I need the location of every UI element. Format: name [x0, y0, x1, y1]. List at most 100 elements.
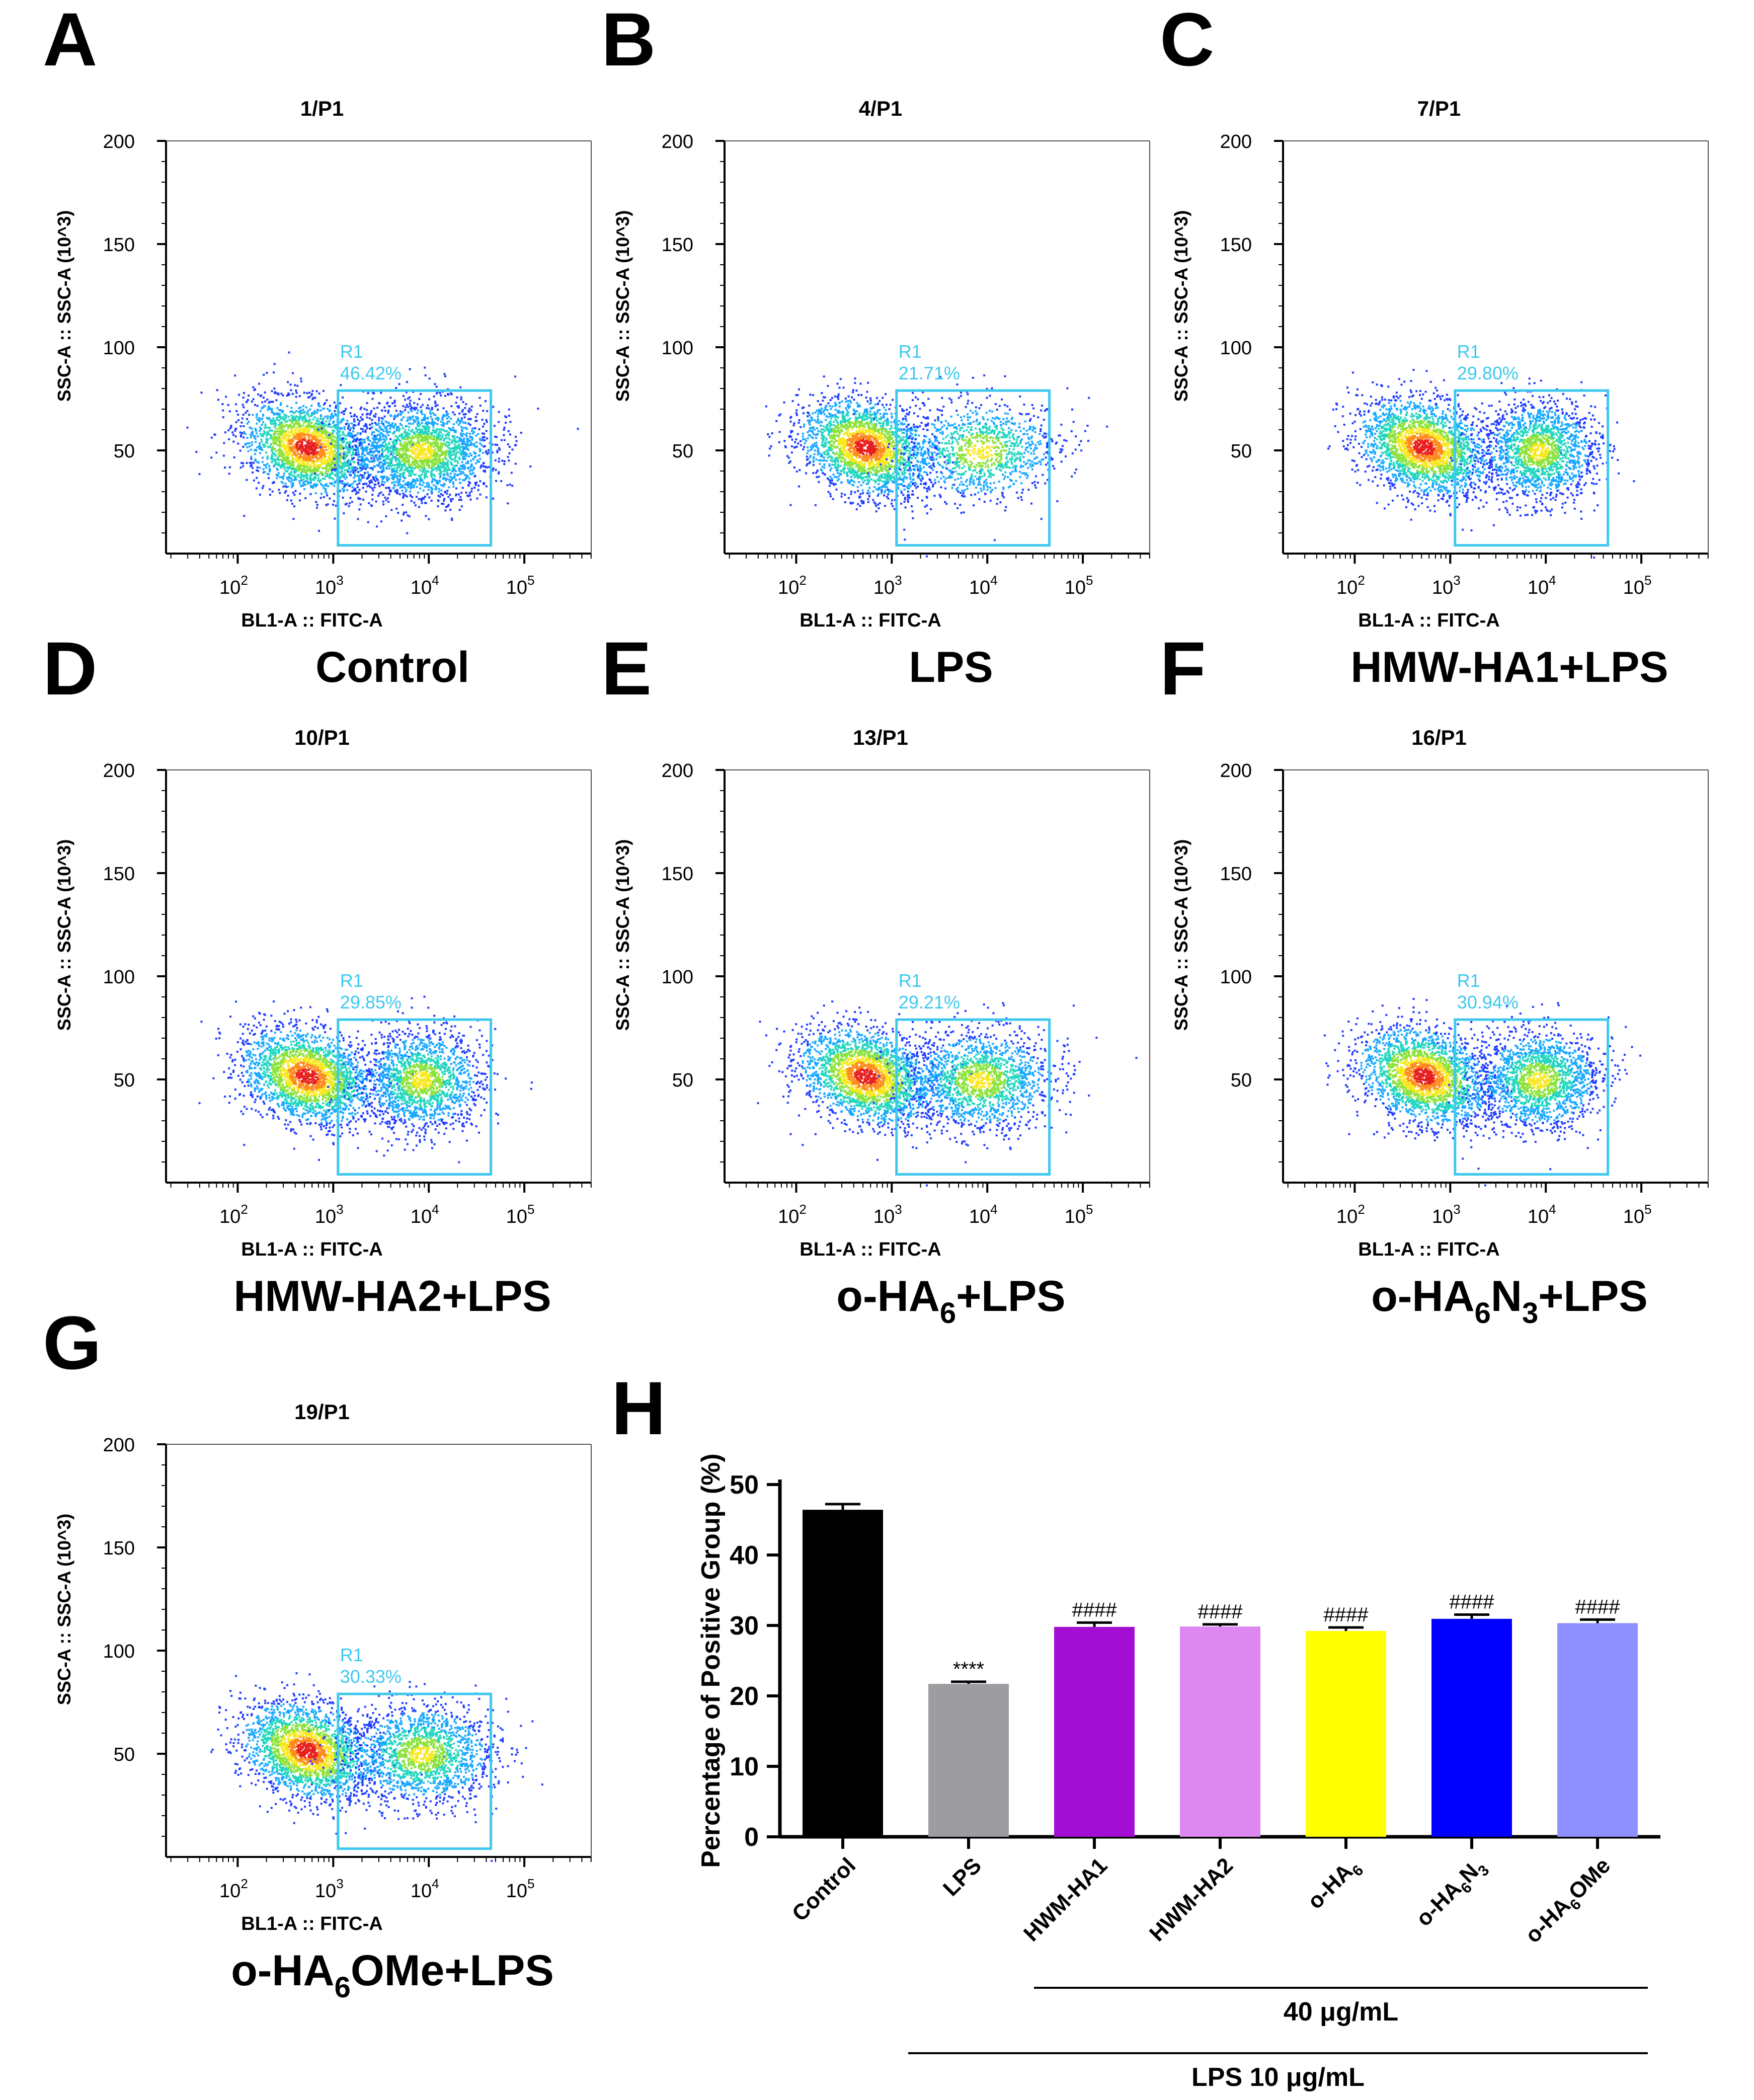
scatter-dot	[294, 384, 296, 386]
scatter-dot	[397, 436, 399, 438]
scatter-dot	[254, 453, 256, 455]
scatter-dot	[265, 424, 267, 426]
scatter-dot	[311, 448, 313, 450]
scatter-dot	[442, 434, 444, 436]
scatter-dot	[388, 468, 390, 470]
scatter-dot	[388, 443, 390, 445]
scatter-dot	[404, 460, 406, 462]
scatter-dot	[460, 499, 462, 501]
scatter-dot	[520, 432, 522, 434]
scatter-dot	[391, 477, 393, 479]
scatter-dot	[412, 423, 414, 425]
scatter-dot	[379, 403, 381, 405]
scatter-dot	[448, 433, 450, 435]
scatter-dot	[274, 442, 276, 444]
scatter-dot	[392, 426, 394, 428]
scatter-dot	[421, 502, 423, 504]
scatter-dot	[437, 499, 439, 501]
scatter-dot	[320, 414, 322, 416]
scatter-dot	[423, 482, 425, 484]
scatter-dot	[400, 413, 402, 415]
scatter-dot	[313, 431, 315, 433]
scatter-dot	[388, 424, 390, 426]
scatter-dot	[451, 519, 453, 521]
scatter-dot	[448, 444, 450, 446]
scatter-dot	[195, 451, 197, 453]
scatter-dot	[332, 432, 334, 434]
scatter-dot	[259, 448, 261, 450]
scatter-dot	[323, 426, 325, 428]
scatter-dot	[400, 440, 402, 442]
scatter-dot	[254, 404, 256, 406]
scatter-dot	[406, 381, 408, 383]
scatter-dot	[292, 433, 294, 435]
scatter-dot	[420, 411, 422, 413]
scatter-dot	[317, 432, 320, 434]
scatter-dot	[449, 457, 451, 459]
scatter-dot	[486, 419, 488, 421]
scatter-dot	[386, 462, 388, 464]
scatter-dot	[255, 450, 257, 452]
scatter-dot	[468, 411, 470, 413]
scatter-dot	[482, 432, 484, 434]
scatter-dot	[407, 514, 409, 516]
scatter-dot	[414, 444, 416, 446]
scatter-dot	[462, 451, 464, 453]
scatter-dot	[301, 452, 303, 454]
scatter-dot	[343, 413, 345, 415]
scatter-dot	[386, 446, 388, 448]
scatter-dot	[282, 437, 284, 439]
scatter-dot	[462, 479, 464, 481]
scatter-dot	[332, 429, 334, 431]
scatter-dot	[297, 461, 299, 463]
scatter-dot	[369, 440, 371, 442]
scatter-dot	[299, 444, 301, 446]
scatter-dot	[246, 418, 248, 420]
scatter-dot	[360, 503, 362, 505]
scatter-dot	[324, 452, 326, 454]
scatter-dot	[443, 415, 445, 417]
scatter-dot	[331, 466, 333, 468]
scatter-dot	[455, 454, 457, 456]
scatter-dot	[453, 423, 455, 425]
scatter-dot	[435, 486, 437, 488]
scatter-dot	[266, 437, 268, 439]
scatter-dot	[294, 490, 296, 492]
scatter-dot	[418, 498, 420, 500]
scatter-dot	[365, 423, 367, 425]
scatter-dot	[321, 473, 323, 475]
scatter-dot	[307, 461, 309, 463]
scatter-dot	[413, 441, 415, 443]
scatter-dot	[293, 419, 295, 421]
scatter-dot	[449, 429, 451, 431]
scatter-dot	[385, 421, 387, 423]
scatter-dot	[285, 430, 287, 432]
scatter-dot	[273, 464, 275, 466]
scatter-dot	[362, 431, 364, 433]
scatter-dot	[433, 436, 435, 438]
tick-base: 10	[506, 577, 527, 598]
scatter-dot	[371, 423, 373, 425]
scatter-dot	[278, 409, 280, 411]
scatter-dot	[423, 490, 425, 492]
scatter-dot	[332, 472, 334, 474]
scatter-dot	[401, 490, 403, 492]
scatter-dot	[423, 450, 425, 452]
scatter-dot	[461, 411, 463, 413]
scatter-dot	[433, 439, 435, 441]
scatter-dot	[397, 459, 400, 461]
scatter-dot	[389, 428, 391, 430]
scatter-dot	[410, 494, 412, 496]
scatter-dot	[361, 464, 363, 466]
scatter-dot	[271, 423, 273, 425]
scatter-dot	[417, 437, 419, 439]
scatter-dot	[476, 459, 479, 461]
scatter-dot	[224, 431, 226, 433]
scatter-dot	[334, 464, 336, 466]
scatter-dot	[420, 450, 422, 452]
scatter-dot	[367, 459, 369, 461]
scatter-dot	[498, 457, 500, 459]
scatter-dot	[432, 455, 434, 457]
scatter-dot	[403, 395, 405, 397]
scatter-dot	[419, 436, 421, 438]
